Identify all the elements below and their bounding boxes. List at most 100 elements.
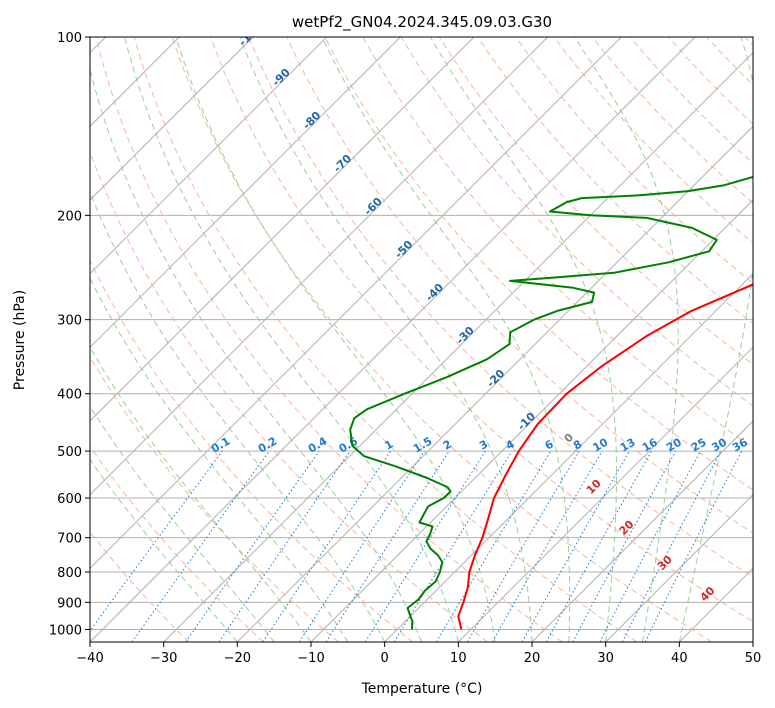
isotherm-line (90, 37, 402, 349)
dry-adiabat-line (90, 356, 339, 642)
dry-adiabat-line (324, 37, 753, 491)
plot-frame (89, 36, 754, 643)
isotherm-label: -60 (362, 195, 385, 218)
y-tick-label: 800 (57, 566, 82, 581)
y-tick-label: 900 (57, 596, 82, 611)
isotherm-line (384, 272, 753, 642)
mixing-ratio-line (262, 450, 392, 642)
x-tick-label: −20 (224, 651, 251, 666)
dry-adiabat-line (171, 37, 712, 642)
profile-line-0 (457, 283, 753, 630)
x-tick-label: −30 (150, 651, 177, 666)
y-axis-label: Pressure (hPa) (12, 290, 28, 390)
isotherm-line (90, 37, 107, 54)
dry-adiabat-line (768, 0, 775, 642)
dry-adiabat-line (90, 259, 414, 642)
y-tick-label: 1000 (49, 623, 82, 638)
mixing-ratio-label: 16 (640, 435, 660, 454)
isotherm-line (90, 37, 475, 422)
y-tick-label: 300 (57, 314, 82, 329)
dry-adiabat-line (477, 37, 753, 325)
isotherm-label: 20 (617, 517, 637, 537)
profile-line-1 (349, 175, 753, 630)
moist-adiabat-line (90, 67, 422, 642)
moist-adiabat-line (90, 458, 238, 642)
x-axis: −40 −30 −20 −10 0 10 20 30 40 50 (76, 642, 761, 666)
y-tick-label: 100 (57, 31, 82, 46)
mixing-ratio-label: 2 (441, 438, 454, 453)
mixing-ratio-line (491, 450, 603, 642)
mixing-ratio-label: 0.6 (337, 434, 361, 455)
x-tick-label: 40 (671, 651, 688, 666)
y-tick-label: 700 (57, 532, 82, 547)
dry-adiabat-line (735, 0, 775, 642)
mixing-ratio-line (435, 450, 552, 642)
mixing-ratio-label: 36 (730, 435, 750, 454)
mixing-ratio-line (521, 450, 630, 642)
dry-adiabat-line (702, 0, 775, 642)
isotherm-line (678, 567, 753, 642)
chart-title: wetPf2_GN04.2024.345.09.03.G30 (292, 13, 552, 32)
moist-adiabat-line (90, 276, 349, 642)
mixing-ratio-line (545, 450, 653, 642)
dry-adiabat-line (248, 37, 753, 578)
mixing-ratio-line (393, 450, 513, 642)
mixing-ratio-label: 1.5 (411, 435, 434, 456)
isotherm-label: 40 (698, 584, 718, 604)
mixing-ratio-label: 30 (709, 435, 729, 454)
y-tick-label: 200 (57, 209, 82, 224)
mixing-ratio-line (599, 450, 701, 642)
isotherm-label: -20 (484, 367, 507, 390)
moist-adiabat-line (321, 37, 571, 642)
x-tick-label: 30 (597, 651, 614, 666)
isotherm-label: -80 (300, 109, 323, 132)
moist-adiabat-line (429, 37, 617, 642)
isotherm-line (163, 51, 753, 642)
x-tick-label: −10 (297, 651, 324, 666)
moist-adiabat-line (239, 37, 533, 642)
y-tick-label: 600 (57, 492, 82, 507)
isotherm-label: -100 (236, 20, 265, 49)
moist-adiabat-line (573, 37, 679, 642)
mixing-ratio-label: 25 (689, 436, 709, 455)
dry-adiabat-line (438, 37, 753, 365)
mixing-ratio-line (298, 450, 425, 642)
y-tick-label: 400 (57, 388, 82, 403)
isotherm-line (236, 125, 753, 642)
isotherm-line (90, 37, 623, 570)
x-tick-label: 10 (450, 651, 467, 666)
mixing-ratio-line (90, 450, 223, 632)
moist-adiabat-line (124, 37, 459, 642)
dry-adiabat-line (90, 531, 190, 642)
plot-area: 0.1 0.2 0.4 0.6 1 1.5 2 3 4 6 8 10 13 16 20 25 30 36-100-… (90, 0, 775, 642)
moist-adiabat-line (90, 190, 386, 642)
mixing-ratio-line (325, 450, 450, 642)
x-tick-label: 20 (524, 651, 541, 666)
isotherm-label: -40 (423, 281, 446, 304)
mixing-ratio-label: 0.1 (209, 435, 232, 456)
mixing-ratio-line (467, 450, 580, 642)
dry-adiabat-line (669, 0, 775, 642)
mixing-ratio-line (364, 450, 486, 642)
mixing-ratio-label: 1 (382, 438, 395, 453)
mixing-ratio-label: 0.4 (306, 434, 330, 455)
dry-adiabat-line (90, 150, 488, 642)
x-tick-label: −40 (76, 651, 103, 666)
dry-adiabat-line (286, 37, 753, 534)
isotherm-line (457, 346, 753, 642)
isotherm-line (90, 37, 549, 496)
moist-adiabat-line (90, 346, 312, 642)
isotherm-line (90, 37, 696, 642)
isotherm-label: -90 (270, 66, 293, 89)
dry-adiabat-line (515, 37, 753, 284)
x-axis-label: Temperature (°C) (361, 681, 483, 697)
mixing-ratio-line (572, 450, 677, 642)
isotherm-label: 10 (584, 477, 604, 497)
isotherm-line (310, 199, 753, 642)
dry-adiabat-line (629, 37, 753, 165)
dry-adiabat-line (210, 37, 753, 623)
isotherm-line (752, 641, 753, 642)
moist-adiabat-line (175, 37, 496, 642)
dry-adiabat-line (90, 445, 264, 642)
mixing-ratio-label: 10 (590, 435, 610, 454)
